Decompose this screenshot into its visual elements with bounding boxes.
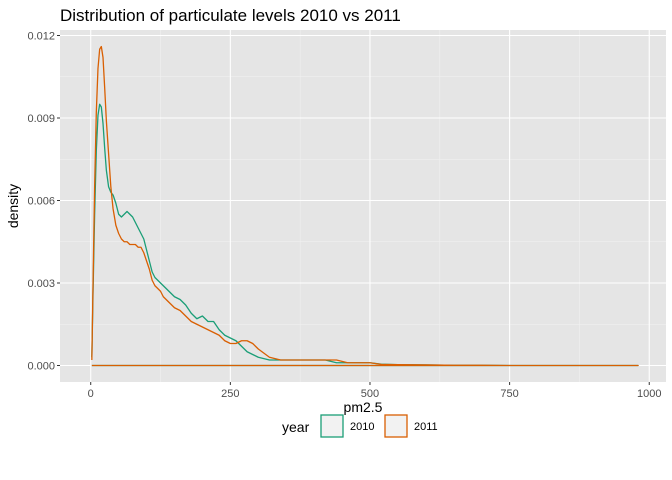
legend: year 2010 2011	[282, 414, 438, 438]
legend-key-2010	[320, 414, 344, 438]
x-axis-title: pm2.5	[344, 399, 383, 415]
x-tick-label: 750	[500, 388, 518, 400]
x-tick-label: 500	[361, 388, 379, 400]
x-tick-label: 250	[221, 388, 239, 400]
legend-key-2011	[384, 414, 408, 438]
legend-label-2011: 2011	[414, 421, 438, 433]
series-line-2011	[91, 45, 639, 367]
y-tick-label: 0.009	[27, 113, 55, 125]
density-curves	[91, 45, 639, 367]
y-tick-label: 0.000	[27, 361, 55, 373]
minor-gridlines	[60, 30, 666, 382]
plot-panel	[60, 30, 666, 382]
legend-title: year	[282, 419, 310, 435]
y-tick-label: 0.012	[27, 31, 55, 43]
y-axis-title: density	[5, 184, 21, 228]
y-axis: 0.000 0.003 0.006 0.009 0.012	[27, 31, 60, 373]
x-tick-label: 1000	[637, 388, 661, 400]
y-tick-label: 0.003	[27, 278, 55, 290]
y-tick-label: 0.006	[27, 196, 55, 208]
x-tick-label: 0	[88, 388, 94, 400]
legend-label-2010: 2010	[350, 421, 374, 433]
chart-title: Distribution of particulate levels 2010 …	[60, 6, 401, 25]
x-axis: 0 250 500 750 1000	[88, 382, 661, 400]
